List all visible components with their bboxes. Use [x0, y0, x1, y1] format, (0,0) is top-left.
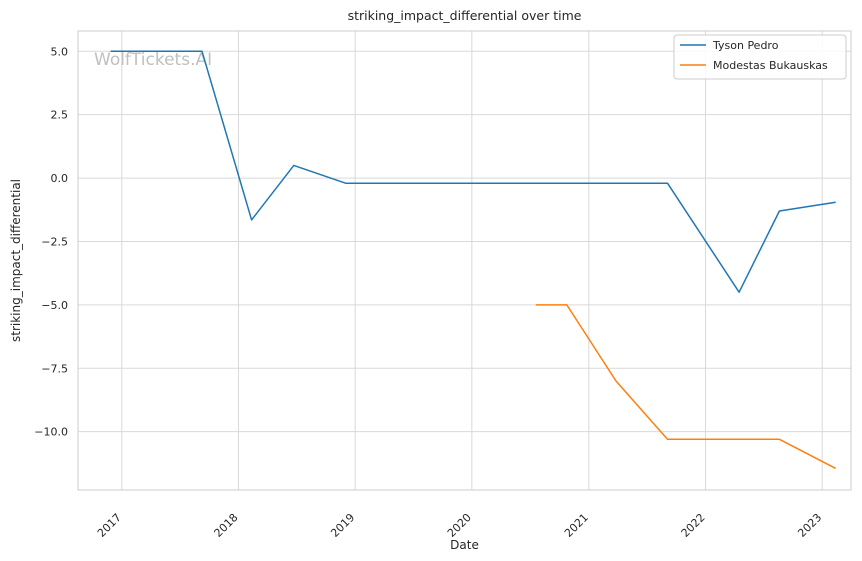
data-point-tyson-pedro — [778, 210, 780, 212]
data-point-modestas-bukauskas — [666, 438, 668, 440]
y-tick-label: −2.5 — [41, 235, 68, 248]
y-tick-label: −5.0 — [41, 299, 68, 312]
data-point-tyson-pedro — [834, 201, 836, 203]
x-tick-label: 2018 — [212, 511, 241, 540]
data-point-tyson-pedro — [201, 50, 203, 52]
data-point-tyson-pedro — [666, 182, 668, 184]
y-tick-label: 0.0 — [51, 172, 69, 185]
plot-frame — [77, 30, 852, 491]
watermark-text: WolfTickets.AI — [94, 50, 212, 70]
data-point-tyson-pedro — [738, 291, 740, 293]
data-point-tyson-pedro — [344, 182, 346, 184]
x-axis-title: Date — [450, 538, 479, 552]
data-point-tyson-pedro — [109, 50, 111, 52]
data-point-modestas-bukauskas — [834, 467, 836, 469]
series-layer — [109, 50, 837, 470]
legend-box — [673, 34, 847, 80]
data-point-tyson-pedro — [293, 164, 295, 166]
series-line-modestas-bukauskas — [535, 304, 837, 470]
y-tick-label: −7.5 — [41, 362, 68, 375]
data-point-modestas-bukauskas — [535, 304, 537, 306]
legend-label-tyson-pedro: Tyson Pedro — [712, 39, 779, 52]
x-tick-label: 2023 — [795, 511, 824, 540]
legend: Tyson Pedro Modestas Bukauskas — [673, 34, 847, 80]
x-tick-label: 2019 — [328, 511, 357, 540]
y-tick-label: 5.0 — [51, 45, 69, 58]
y-axis-title: striking_impact_differential — [9, 179, 23, 342]
grid — [78, 31, 851, 490]
x-tick-label: 2017 — [95, 511, 124, 540]
data-point-modestas-bukauskas — [778, 438, 780, 440]
chart-title: striking_impact_differential over time — [348, 8, 582, 23]
x-tick-label: 2022 — [679, 511, 708, 540]
data-point-tyson-pedro — [250, 219, 252, 221]
x-tick-label: 2020 — [445, 511, 474, 540]
data-point-modestas-bukauskas — [566, 304, 568, 306]
series-line-tyson-pedro — [110, 50, 836, 293]
y-tick-label: −10.0 — [34, 426, 68, 439]
x-tick-label: 2021 — [562, 511, 591, 540]
legend-label-modestas-bukauskas: Modestas Bukauskas — [713, 59, 828, 72]
data-point-modestas-bukauskas — [615, 380, 617, 382]
y-tick-label: 2.5 — [51, 109, 69, 122]
